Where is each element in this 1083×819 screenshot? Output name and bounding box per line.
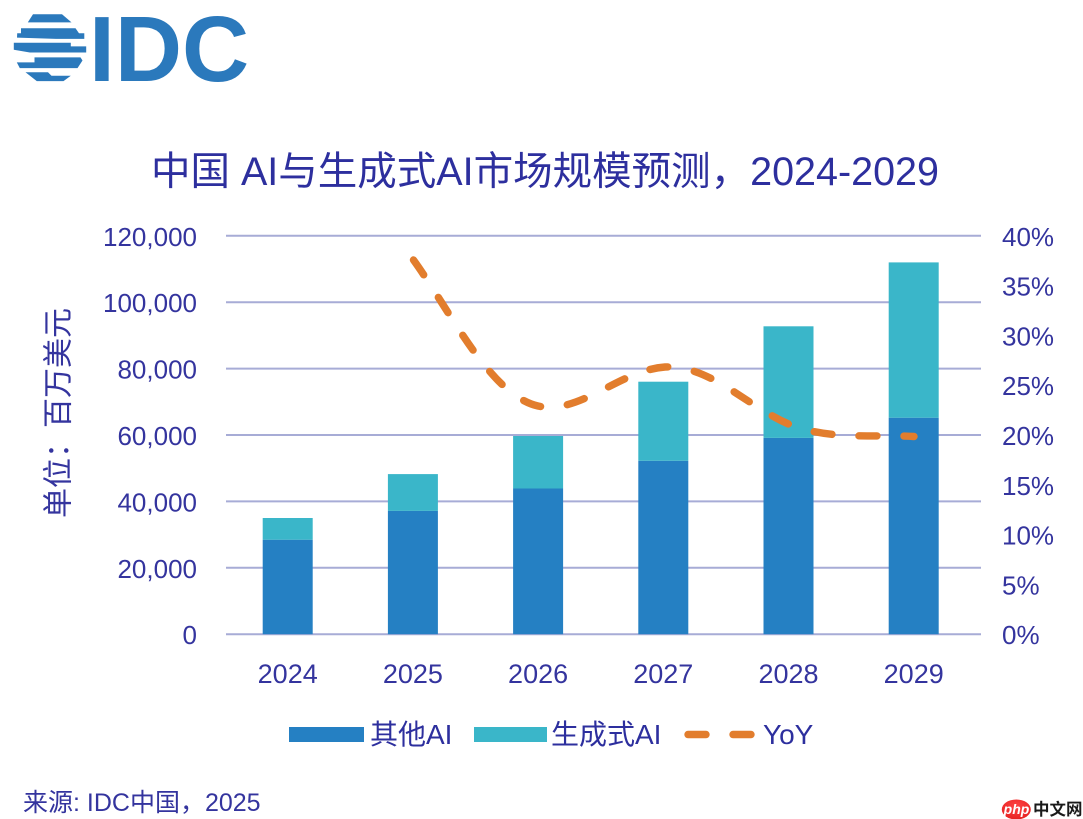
svg-text:10%: 10% (1002, 521, 1054, 551)
svg-text:40,000: 40,000 (117, 487, 197, 517)
svg-text:单位：百万美元: 单位：百万美元 (43, 308, 76, 518)
svg-text:25%: 25% (1002, 371, 1054, 401)
svg-text:2025: 2025 (383, 659, 443, 689)
svg-text:80,000: 80,000 (117, 355, 197, 385)
svg-text:35%: 35% (1002, 272, 1054, 302)
svg-text:中文网: 中文网 (1033, 799, 1083, 819)
svg-text:30%: 30% (1002, 321, 1054, 351)
svg-text:0%: 0% (1002, 620, 1040, 650)
svg-text:5%: 5% (1002, 570, 1040, 600)
svg-text:40%: 40% (1002, 222, 1054, 252)
svg-text:120,000: 120,000 (103, 222, 197, 252)
svg-text:0: 0 (183, 620, 197, 650)
svg-text:2026: 2026 (508, 659, 568, 689)
svg-text:15%: 15% (1002, 471, 1054, 501)
svg-text:php: php (1003, 801, 1030, 817)
svg-text:60,000: 60,000 (117, 421, 197, 451)
svg-text:2027: 2027 (633, 659, 693, 689)
svg-text:20%: 20% (1002, 421, 1054, 451)
svg-text:2028: 2028 (758, 659, 818, 689)
svg-text:IDC: IDC (89, 0, 249, 101)
svg-text:生成式AI: 生成式AI (551, 719, 661, 750)
svg-text:来源: IDC中国，2025: 来源: IDC中国，2025 (23, 789, 261, 817)
svg-text:YoY: YoY (763, 719, 814, 750)
svg-text:其他AI: 其他AI (370, 719, 452, 750)
svg-text:中国 AI与生成式AI市场规模预测，2024-2029: 中国 AI与生成式AI市场规模预测，2024-2029 (151, 150, 939, 194)
svg-text:100,000: 100,000 (103, 288, 197, 318)
svg-text:2024: 2024 (258, 659, 318, 689)
svg-text:20,000: 20,000 (117, 554, 197, 584)
svg-text:2029: 2029 (884, 659, 944, 689)
